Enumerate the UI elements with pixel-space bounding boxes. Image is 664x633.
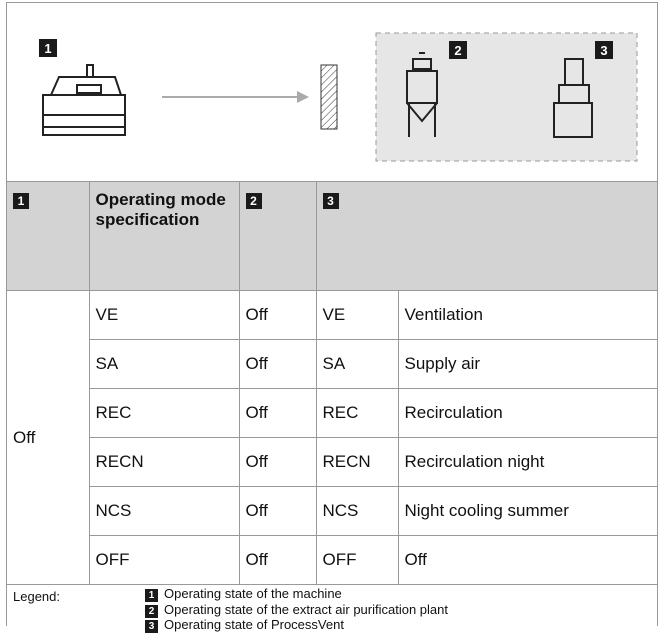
cell: Ventilation xyxy=(397,290,657,340)
cell: NCS xyxy=(315,486,399,536)
cell: Supply air xyxy=(397,339,657,389)
legend-item: 3 Operating state of ProcessVent xyxy=(145,617,344,633)
cell: Off xyxy=(238,290,317,340)
legend-label: Legend: xyxy=(13,589,60,604)
legend-text: Operating state of the machine xyxy=(164,586,342,601)
header-row: 1 Operating mode specification 2 3 xyxy=(7,181,657,291)
filter xyxy=(320,64,338,130)
table-row: Off VE Off VE Ventilation xyxy=(7,290,657,585)
legend: Legend: 1 Operating state of the machine 2… xyxy=(7,579,657,633)
badge: 3 xyxy=(322,193,339,209)
table-row: REC Off REC Recirculation xyxy=(7,388,657,438)
table-row: NCS Off NCS Night cooling summer xyxy=(7,486,657,536)
badge-box xyxy=(39,39,57,57)
vent-icon xyxy=(553,58,593,138)
machine-icon xyxy=(42,64,126,136)
silo-icon xyxy=(406,52,438,137)
cell: Off xyxy=(238,388,317,438)
header-cell: 2 xyxy=(238,181,317,291)
legend-text: Operating state of the extract air purif… xyxy=(164,601,448,617)
legend-text: Operating state of ProcessVent xyxy=(164,617,344,632)
badge: 1 xyxy=(145,589,158,602)
page: 1 2 3 1 Operating m xyxy=(6,2,658,633)
table-row: RECN Off RECN Recirculation night xyxy=(7,437,657,487)
cell: REC xyxy=(89,388,240,438)
arrow-head xyxy=(297,91,309,103)
badge: 3 xyxy=(145,620,158,633)
cell: NCS xyxy=(89,486,240,536)
cell: Night cooling summer xyxy=(397,486,657,536)
cell: SA xyxy=(315,339,399,389)
badge: 2 xyxy=(245,193,262,209)
badge: 2 xyxy=(145,604,158,618)
badge-box xyxy=(595,41,613,59)
cell: Off xyxy=(238,437,317,487)
cell: Off xyxy=(238,535,317,585)
diagram: 1 2 3 xyxy=(7,3,657,182)
badge: 3 xyxy=(600,43,607,58)
cell: Off xyxy=(397,535,657,585)
badge: 2 xyxy=(454,43,461,58)
table: 1 Operating mode specification 2 3 Off VE… xyxy=(7,181,657,585)
cell: Recirculation xyxy=(397,388,657,438)
header-cell: 1 xyxy=(7,181,90,291)
legend-item: 1 Operating state of the machine xyxy=(145,586,342,602)
header-cell: 3 xyxy=(315,181,657,291)
cell: OFF xyxy=(89,535,240,585)
badge: 1 xyxy=(44,41,51,56)
cell: RECN xyxy=(315,437,399,487)
cell: Recirculation night xyxy=(397,437,657,487)
cell: Off xyxy=(238,339,317,389)
cell: VE xyxy=(315,290,399,340)
header-cell: Operating mode specification xyxy=(88,181,240,291)
illustration: 1 2 3 xyxy=(39,32,638,162)
cell: Off xyxy=(7,290,90,585)
badge-box xyxy=(449,41,467,59)
cell: OFF xyxy=(315,535,399,585)
table-row: OFF Off OFF Off xyxy=(7,535,657,585)
cell: RECN xyxy=(89,437,240,487)
plant-area xyxy=(375,32,638,162)
table-body: Off VE Off VE Ventilation SA Off SA Supply air RE… xyxy=(7,290,657,585)
badge: 1 xyxy=(13,193,29,209)
cell: SA xyxy=(89,339,240,389)
legend-item: 2 Operating state of the extract air puri… xyxy=(145,601,448,618)
table-row: SA Off SA Supply air xyxy=(7,339,657,389)
cell: VE xyxy=(88,290,240,340)
cell: Off xyxy=(238,486,317,536)
cell: REC xyxy=(315,388,399,438)
